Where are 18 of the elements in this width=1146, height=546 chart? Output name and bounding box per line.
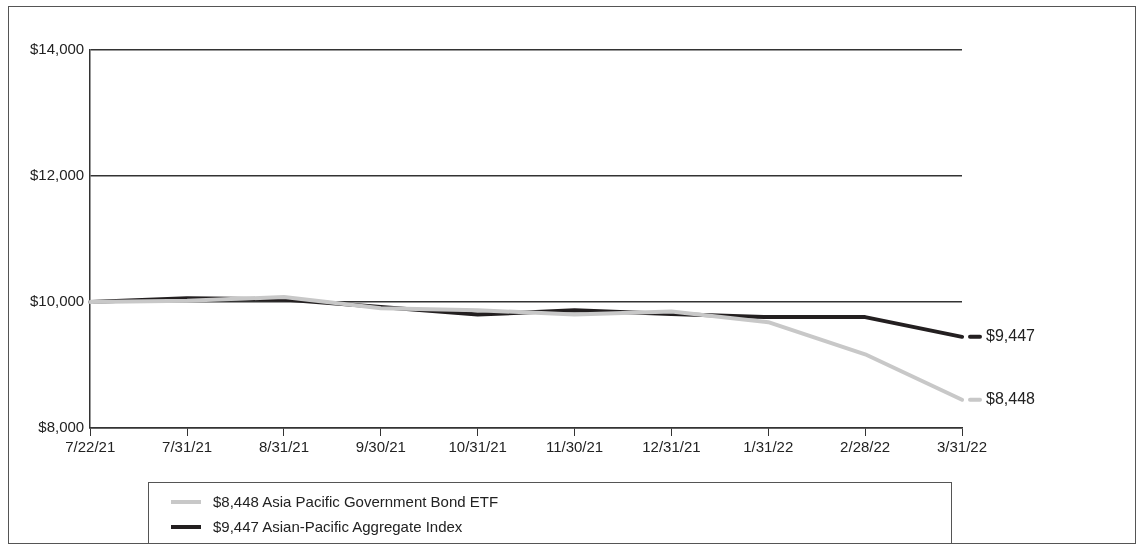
x-tick-label: 2/28/22 xyxy=(840,438,891,456)
x-tick-label: 10/31/21 xyxy=(448,438,507,456)
y-tick-label: $8,000 xyxy=(38,418,85,436)
x-tick-label: 1/31/22 xyxy=(743,438,794,456)
y-tick-label: $12,000 xyxy=(29,166,85,184)
data-label: $8,448 xyxy=(986,390,1036,408)
x-tick-label: 7/22/21 xyxy=(65,438,116,456)
data-label: $9,447 xyxy=(986,327,1036,345)
legend-label: $9,447 Asian-Pacific Aggregate Index xyxy=(213,518,463,535)
y-tick-label: $10,000 xyxy=(29,292,85,310)
x-tick-label: 8/31/21 xyxy=(258,438,309,456)
x-tick-label: 7/31/21 xyxy=(162,438,213,456)
legend-label: $8,448 Asia Pacific Government Bond ETF xyxy=(213,493,499,510)
x-tick-label: 12/31/21 xyxy=(642,438,701,456)
x-tick-label: 3/31/22 xyxy=(936,438,988,456)
x-tick-label: 11/30/21 xyxy=(545,438,604,456)
y-tick-label: $14,000 xyxy=(29,40,85,58)
x-tick-label: 9/30/21 xyxy=(355,438,406,456)
